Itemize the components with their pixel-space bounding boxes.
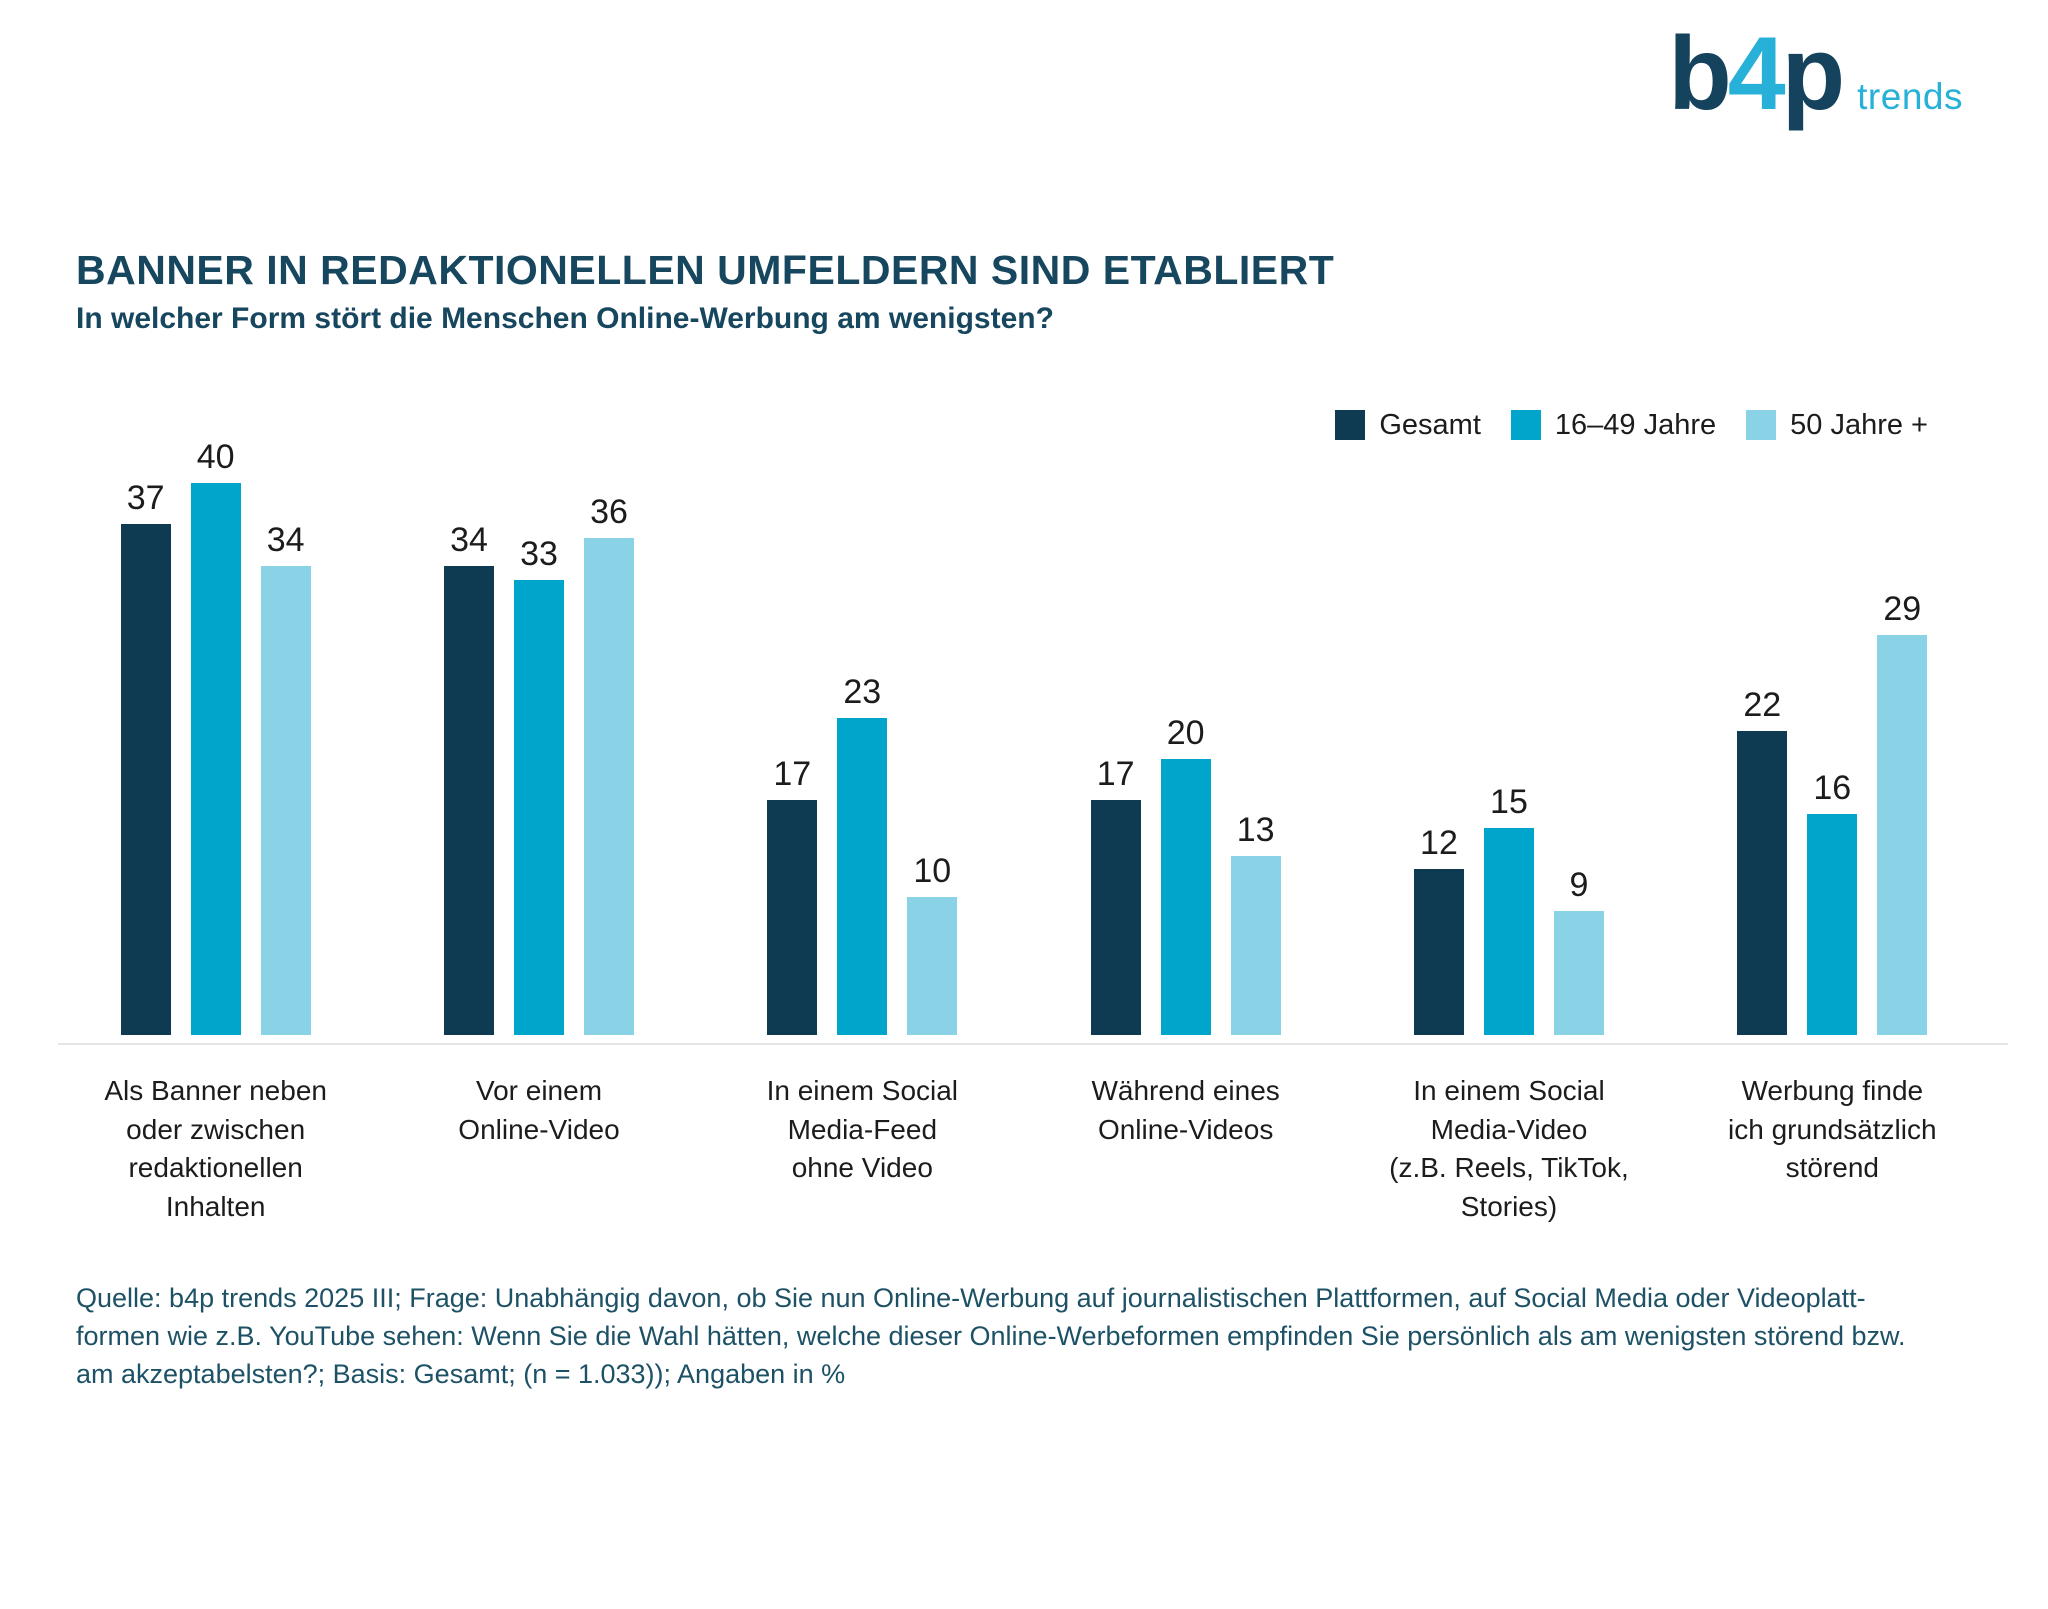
title-block: BANNER IN REDAKTIONELLEN UMFELDERN SIND … [76,247,1335,337]
bar [443,566,494,1035]
bar-column: 10 [907,852,958,1035]
bar-column: 33 [513,535,564,1035]
bar-value-label: 13 [1236,811,1275,849]
logo-digit-4: 4 [1727,16,1786,132]
bar [837,718,888,1035]
bar-column: 13 [1230,811,1281,1035]
bar [1230,856,1281,1035]
bar-value-label: 17 [1096,755,1135,793]
bar-value-label: 9 [1569,866,1589,904]
bar-column: 34 [443,521,494,1035]
bar [1483,828,1534,1035]
bar [120,524,171,1035]
bar [1877,635,1928,1035]
bar-group: 12 15 9 [1347,395,1670,1035]
bar-value-label: 33 [520,535,558,573]
bar [1090,800,1141,1035]
legend-swatch [1510,410,1541,440]
bar-group: 17 20 13 [1024,395,1347,1035]
logo-trends-label: trends [1857,76,1963,117]
bar [1553,911,1604,1035]
bar [260,566,311,1035]
baseline-divider [58,1043,2008,1045]
plot-area: 37 40 34 34 33 36 17 23 10 17 20 13 12 15 9 22 16 29 [54,395,1994,1035]
legend-item: 16–49 Jahre [1510,408,1717,441]
bar-column: 37 [120,479,171,1035]
category-label: Als Banner neben oder zwischen redaktionel… [104,1075,327,1222]
logo-letter-p: p [1781,16,1846,132]
bar [583,538,634,1035]
bar-value-label: 23 [843,673,882,711]
bar-group: 34 33 36 [377,395,700,1035]
bar-value-label: 15 [1490,783,1528,821]
bar-column: 17 [1090,755,1141,1035]
b4p-trends-logo: b4p trends [1668,22,1963,126]
legend-item: 50 Jahre + [1746,410,1928,440]
legend-swatch [1746,410,1777,440]
bar [1737,731,1788,1035]
bar-column: 20 [1160,714,1211,1035]
bar-value-label: 37 [126,479,165,517]
bar [1807,814,1858,1035]
logo-letter-b: b [1668,16,1732,132]
bar-value-label: 20 [1166,714,1205,752]
bar-value-label: 34 [450,521,488,559]
bar-column: 12 [1413,824,1464,1035]
bar-column: 40 [190,438,241,1035]
category-labels: Als Banner neben oder zwischen redaktionel… [54,1072,1994,1227]
bar [1413,869,1464,1035]
bar-group: 22 16 29 [1671,395,1994,1035]
bar [767,800,818,1035]
bar-group: 37 40 34 [54,395,377,1035]
bar-value-label: 16 [1813,769,1852,807]
bar-value-label: 12 [1420,824,1458,862]
bar-column: 34 [260,521,311,1035]
bar [513,580,564,1035]
bar-value-label: 17 [773,755,812,793]
bar-column: 9 [1553,866,1604,1035]
bar-column: 17 [767,755,818,1035]
source-note-line: am akzeptabelsten?; Basis: Gesamt; (n = … [76,1358,846,1389]
category-label: Vor einem Online-Video [458,1075,620,1145]
legend-item: Gesamt [1335,410,1481,440]
bar-value-label: 29 [1883,590,1922,628]
bar-column: 16 [1807,769,1858,1035]
bar-value-label: 22 [1743,686,1782,724]
bar-column: 22 [1737,686,1788,1035]
bar-value-label: 36 [590,493,628,531]
bar-value-label: 40 [196,438,235,476]
bar [1160,759,1211,1035]
legend-label: 50 Jahre + [1790,408,1928,441]
legend-swatch [1335,410,1366,440]
bar-group: 17 23 10 [701,395,1024,1035]
source-note-line: formen wie z.B. YouTube sehen: Wenn Sie … [76,1320,1906,1351]
page-subtitle: In welcher Form stört die Menschen Onlin… [76,302,1054,336]
bar [907,897,958,1035]
bar-column: 29 [1877,590,1928,1035]
bar-column: 23 [837,673,888,1035]
source-note: Quelle: b4p trends 2025 III; Frage: Unab… [76,1280,1986,1393]
legend-label: 16–49 Jahre [1554,408,1717,441]
bar [190,483,241,1035]
source-note-line: Quelle: b4p trends 2025 III; Frage: Unab… [76,1283,1866,1313]
category-label: In einem Social Media-Video (z.B. Reels, T… [1389,1075,1629,1222]
logo-wordmark: b4p [1668,22,1845,126]
bar-column: 36 [583,493,634,1035]
bar-value-label: 34 [266,521,305,559]
category-label: Werbung finde ich grundsätzlich störend [1728,1075,1937,1184]
legend-label: Gesamt [1379,408,1481,441]
category-label: In einem Social Media-Feed ohne Video [766,1075,959,1184]
category-label: Während eines Online-Videos [1091,1075,1280,1145]
chart-legend: Gesamt 16–49 Jahre 50 Jahre + [1335,410,1928,440]
bar-column: 15 [1483,783,1534,1035]
bar-value-label: 10 [913,852,952,890]
page-title: BANNER IN REDAKTIONELLEN UMFELDERN SIND … [76,247,1335,293]
